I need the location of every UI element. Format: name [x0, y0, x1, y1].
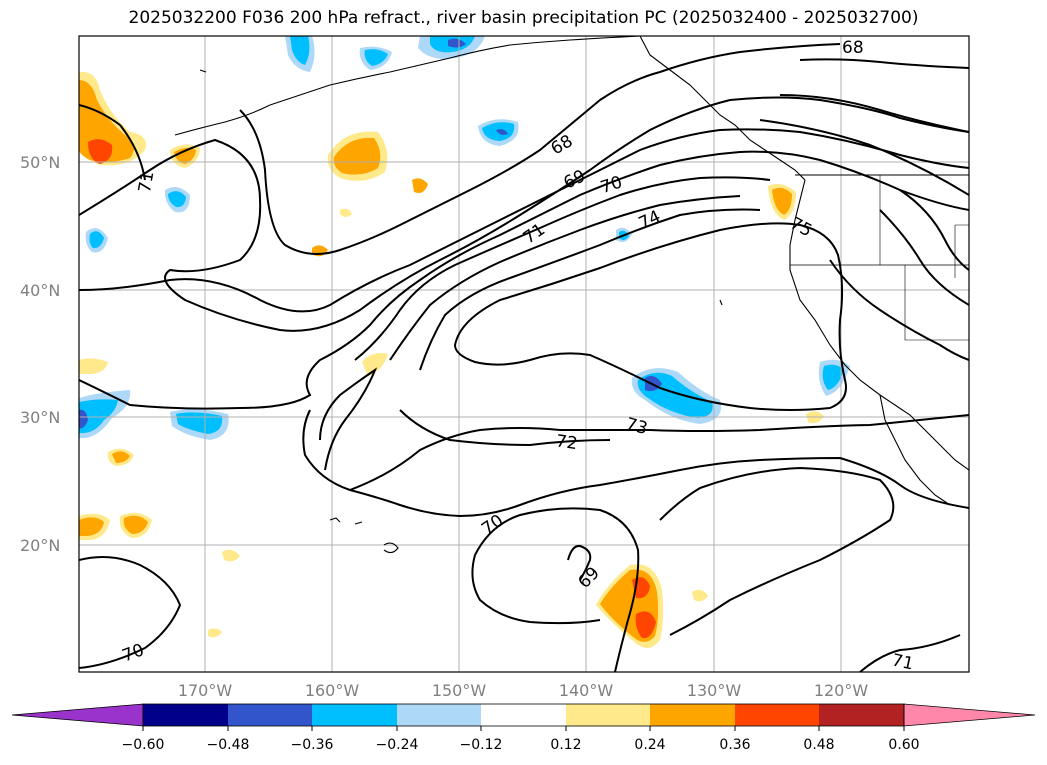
- lon-label: 130°W: [687, 681, 742, 700]
- colorbar-segment: [312, 704, 397, 726]
- lon-label: 140°W: [559, 681, 614, 700]
- colorbar-segment: [566, 704, 650, 726]
- colorbar-segment: [397, 704, 481, 726]
- lon-label: 160°W: [305, 681, 360, 700]
- lon-label: 150°W: [432, 681, 487, 700]
- colorbar: −0.60 −0.48 −0.36 −0.24 −0.12 0.12 0.24 …: [11, 703, 1036, 753]
- lat-label: 20°N: [20, 536, 60, 555]
- longitude-labels: 170°W 160°W 150°W 140°W 130°W 120°W: [178, 681, 869, 700]
- latitude-labels: 50°N 40°N 30°N 20°N: [20, 153, 60, 555]
- coastlines: [174, 36, 969, 554]
- map-frame: [78, 35, 970, 673]
- contour-label: 72: [555, 431, 579, 454]
- colorbar-label: −0.60: [122, 737, 165, 753]
- colorbar-label: 0.24: [634, 737, 665, 753]
- lat-label: 40°N: [20, 281, 60, 300]
- colorbar-extend-max: [903, 703, 1036, 727]
- colorbar-segment: [228, 704, 312, 726]
- contour-label: 71: [135, 170, 158, 195]
- lon-label: 120°W: [814, 681, 869, 700]
- map-title: 2025032200 F036 200 hPa refract., river …: [128, 8, 919, 28]
- colorbar-segment: [735, 704, 819, 726]
- map-plot-area: 68 68 69 69 70 70 70 71 71 71 72 73 74 7…: [79, 36, 969, 674]
- colorbar-label: 0.36: [719, 737, 750, 753]
- colorbar-extend-min: [11, 703, 144, 727]
- colorbar-segment: [143, 704, 228, 726]
- colorbar-segment: [819, 704, 904, 726]
- colorbar-label: 0.60: [888, 737, 919, 753]
- colorbar-label: 0.12: [550, 737, 581, 753]
- refractivity-contours: [79, 43, 969, 672]
- colorbar-label: −0.36: [291, 737, 334, 753]
- colorbar-label: −0.12: [460, 737, 503, 753]
- colorbar-label: −0.48: [207, 737, 250, 753]
- lat-label: 30°N: [20, 408, 60, 427]
- lat-label: 50°N: [20, 153, 60, 172]
- contour-label: 71: [890, 650, 915, 674]
- contour-label: 68: [842, 38, 864, 58]
- colorbar-segment: [650, 704, 735, 726]
- colorbar-segment: [481, 704, 566, 726]
- lon-label: 170°W: [178, 681, 233, 700]
- colorbar-label: −0.24: [376, 737, 419, 753]
- colorbar-label: 0.48: [803, 737, 834, 753]
